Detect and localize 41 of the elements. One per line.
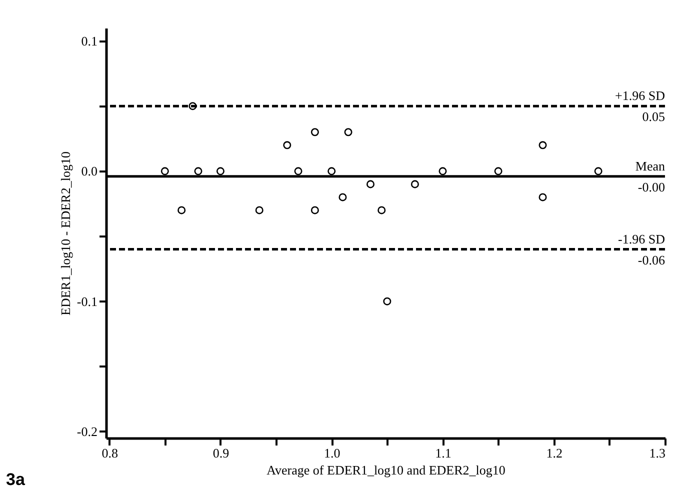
- point: [310, 206, 319, 214]
- x-tick-label: 1.3: [649, 446, 666, 460]
- point: [366, 180, 374, 188]
- y-tick-label: 0.0: [81, 164, 98, 179]
- point: [188, 102, 197, 110]
- point: [594, 167, 602, 176]
- y-tick-label: -0.1: [76, 294, 98, 309]
- y-tick-label: -0.2: [76, 424, 98, 439]
- annotation: -0.06: [638, 252, 666, 268]
- point: [410, 180, 419, 188]
- point: [538, 141, 547, 150]
- point: [344, 128, 352, 136]
- point: [438, 167, 447, 176]
- x-tick-label: 1.2: [546, 446, 562, 460]
- point: [378, 206, 386, 214]
- point: [338, 193, 347, 202]
- point: [216, 167, 224, 176]
- point: [178, 206, 186, 214]
- ref-line-label: +1.96 SD: [615, 88, 665, 104]
- ref-line-label: -1.96 SD: [618, 231, 665, 246]
- y-axis-title: EDER1_log10 - EDER2_log10: [58, 152, 73, 316]
- ref-line-label: Mean: [635, 158, 666, 174]
- annotation: 0.05: [642, 109, 665, 124]
- point: [538, 193, 547, 202]
- point: [194, 167, 202, 176]
- point: [294, 167, 302, 176]
- point: [383, 297, 392, 306]
- point: [328, 167, 336, 176]
- point: [160, 167, 169, 176]
- point: [255, 206, 264, 214]
- annotation: -0.00: [638, 179, 665, 194]
- x-tick-label: 1.1: [435, 446, 452, 460]
- x-tick-label: 0.9: [212, 446, 230, 460]
- point: [310, 128, 319, 136]
- x-axis-title: Average of EDER1_log10 and EDER2_log10: [266, 462, 506, 478]
- y-tick-label: 0.1: [81, 34, 98, 49]
- text: 3a: [6, 470, 25, 490]
- point: [283, 141, 292, 150]
- x-tick-label: 1.0: [324, 446, 340, 460]
- x-tick-label: 0.8: [102, 446, 118, 460]
- point: [494, 167, 502, 176]
